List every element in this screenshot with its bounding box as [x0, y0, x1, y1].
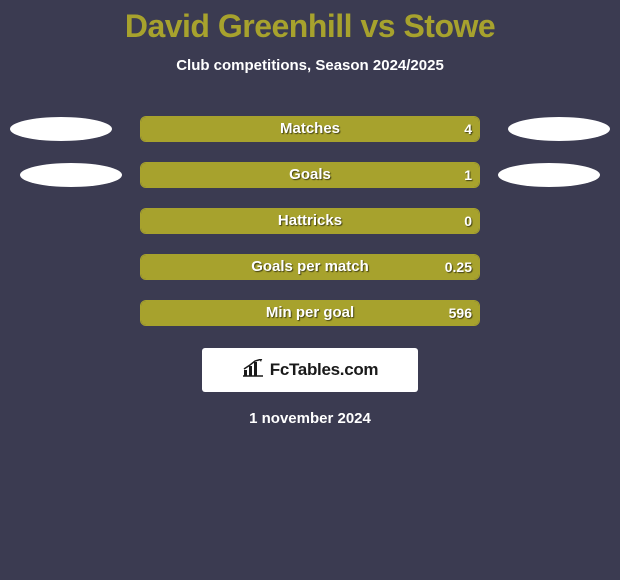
- stat-bar-fill: [141, 163, 479, 187]
- date-label: 1 november 2024: [0, 410, 620, 427]
- source-logo-text: FcTables.com: [270, 360, 379, 380]
- page-subtitle: Club competitions, Season 2024/2025: [0, 57, 620, 74]
- player-marker-left: [10, 117, 112, 141]
- stat-bar: [140, 208, 480, 234]
- player-marker-left: [20, 163, 122, 187]
- stat-bar-fill: [141, 209, 479, 233]
- player-marker-right: [498, 163, 600, 187]
- stat-row: Matches4: [0, 116, 620, 142]
- stat-bar: [140, 254, 480, 280]
- stat-row: Min per goal596: [0, 300, 620, 326]
- stat-bar: [140, 116, 480, 142]
- stat-bar: [140, 300, 480, 326]
- stat-row: Hattricks0: [0, 208, 620, 234]
- page-title: David Greenhill vs Stowe: [0, 0, 620, 45]
- stat-bar: [140, 162, 480, 188]
- stat-bar-fill: [141, 255, 479, 279]
- player-marker-right: [508, 117, 610, 141]
- stat-bar-fill: [141, 301, 479, 325]
- stat-row: Goals per match0.25: [0, 254, 620, 280]
- source-logo: FcTables.com: [202, 348, 418, 392]
- stat-bar-fill: [141, 117, 479, 141]
- stat-rows: Matches4 Goals1 Hattricks0 Goals per match0…: [0, 116, 620, 326]
- comparison-infographic: David Greenhill vs Stowe Club competitio…: [0, 0, 620, 580]
- chart-icon: [242, 359, 264, 382]
- stat-row: Goals1: [0, 162, 620, 188]
